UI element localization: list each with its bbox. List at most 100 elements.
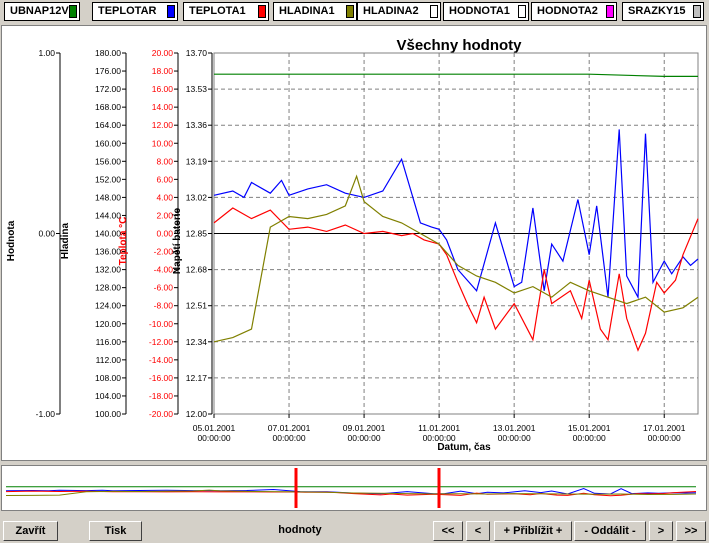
axis-tick-label: 20.00 [152, 48, 174, 58]
tab-teplota1[interactable]: TEPLOTA1 [183, 2, 269, 21]
axis-tick-label: 140.00 [95, 229, 121, 239]
next-button[interactable]: > [649, 521, 673, 541]
axis-tick-label: 16.00 [152, 84, 174, 94]
x-tick-label: 00:00:00 [498, 433, 531, 443]
prev-button[interactable]: < [466, 521, 490, 541]
axis-tick-label: 12.85 [186, 229, 208, 239]
x-tick-label: 09.01.2001 [343, 423, 386, 433]
overview-strip[interactable] [1, 465, 707, 511]
x-tick-label: 05.01.2001 [193, 423, 236, 433]
axis-tick-label: 108.00 [95, 373, 121, 383]
axis-tick-label: 12.00 [186, 409, 208, 419]
axis-tick-label: -18.00 [149, 391, 173, 401]
axis-tick-label: 13.19 [186, 156, 208, 166]
axis-tick-label: -20.00 [149, 409, 173, 419]
series-color-swatch [167, 5, 175, 18]
series-color-swatch [69, 5, 77, 18]
series-color-swatch [258, 5, 266, 18]
x-tick-label: 00:00:00 [648, 433, 681, 443]
axis-tick-label: 0.00 [38, 229, 55, 239]
series-tab-bar: UBNAP12V TEPLOTAR TEPLOTA1 HLADINA1 HLAD… [0, 0, 709, 26]
chart-title: Všechny hodnoty [396, 37, 522, 54]
tab-ubnap12v[interactable]: UBNAP12V [4, 2, 80, 21]
overview-chart[interactable] [2, 466, 706, 510]
zoom-out-button[interactable]: - Oddálit - [574, 521, 646, 541]
series-color-swatch [430, 5, 438, 18]
x-tick-label: 00:00:00 [272, 433, 305, 443]
x-tick-label: 00:00:00 [197, 433, 230, 443]
axis-tick-label: 100.00 [95, 409, 121, 419]
series-color-swatch [693, 5, 701, 18]
axis-label: Teplota °C [118, 217, 129, 266]
tab-label: HODNOTA1 [449, 5, 510, 17]
last-button[interactable]: >> [676, 521, 706, 541]
series-line-teplotar [213, 129, 699, 300]
series-color-swatch [518, 5, 526, 18]
series-color-swatch [606, 5, 614, 18]
axis-tick-label: -2.00 [154, 247, 174, 257]
axis-tick-label: 136.00 [95, 247, 121, 257]
axis-tick-label: -8.00 [154, 301, 174, 311]
axis-tick-label: 10.00 [152, 138, 174, 148]
axis-tick-label: 168.00 [95, 102, 121, 112]
axis-tick-label: 152.00 [95, 174, 121, 184]
axis-tick-label: -4.00 [154, 265, 174, 275]
x-tick-label: 00:00:00 [423, 433, 456, 443]
axis-tick-label: 6.00 [156, 174, 173, 184]
line-chart[interactable]: Všechny hodnoty 1.00 0.00 -1.00 Hodnota 180.… [2, 26, 706, 460]
axis-tick-label: 0.00 [156, 229, 173, 239]
axis-tick-label: -1.00 [36, 409, 56, 419]
axis-tick-label: 13.36 [186, 120, 208, 130]
axis-tick-label: 104.00 [95, 391, 121, 401]
axis-tick-label: 12.00 [152, 120, 174, 130]
axis-tick-label: 13.70 [186, 48, 208, 58]
axis-tick-label: -10.00 [149, 319, 173, 329]
series-line-ubnap12v [214, 73, 698, 78]
axis-tick-label: 4.00 [156, 192, 173, 202]
axis-tick-label: 112.00 [96, 355, 122, 365]
axis-tick-label: 180.00 [95, 48, 121, 58]
x-tick-label: 11.01.2001 [418, 423, 460, 433]
axis-label: Hodnota [6, 220, 17, 261]
axis-tick-label: 144.00 [95, 210, 121, 220]
tab-hladina2[interactable]: HLADINA2 [357, 2, 441, 21]
tab-label: TEPLOTAR [98, 5, 157, 17]
chart-name-label: hodnoty [278, 524, 322, 536]
tab-label: SRAZKY15 [628, 5, 686, 17]
tab-hodnota1[interactable]: HODNOTA1 [443, 2, 529, 21]
axis-tick-label: 132.00 [95, 265, 121, 275]
tab-srazky15[interactable]: SRAZKY15 [622, 2, 704, 21]
axis-tick-label: 12.68 [186, 265, 208, 275]
overview-series-teplota1 [5, 490, 697, 497]
axis-tick-label: 128.00 [95, 283, 121, 293]
series-color-swatch [346, 5, 354, 18]
axis-tick-label: -6.00 [154, 283, 174, 293]
x-tick-label: 13.01.2001 [493, 423, 536, 433]
axis-tick-label: -16.00 [149, 373, 173, 383]
tab-teplotar[interactable]: TEPLOTAR [92, 2, 178, 21]
tab-hladina1[interactable]: HLADINA1 [273, 2, 357, 21]
close-button[interactable]: Zavřít [3, 521, 58, 541]
tab-hodnota2[interactable]: HODNOTA2 [531, 2, 617, 21]
main-chart-panel: Všechny hodnoty 1.00 0.00 -1.00 Hodnota 180.… [1, 25, 707, 461]
x-tick-label: 07.01.2001 [268, 423, 311, 433]
axis-tick-label: 148.00 [95, 192, 121, 202]
axis-tick-label: 120.00 [95, 319, 121, 329]
axis-tick-label: 172.00 [95, 84, 121, 94]
chart-series [213, 73, 699, 352]
tab-label: UBNAP12V [10, 5, 69, 17]
tab-label: HODNOTA2 [537, 5, 598, 17]
axis-tick-label: 12.51 [186, 301, 208, 311]
first-button[interactable]: << [433, 521, 463, 541]
axis-tick-label: 2.00 [156, 210, 173, 220]
print-button[interactable]: Tisk [89, 521, 142, 541]
zoom-in-button[interactable]: + Přiblížit + [494, 521, 572, 541]
overview-series-hladina1 [5, 489, 697, 496]
axis-tick-label: 13.02 [186, 192, 208, 202]
axis-tick-label: 14.00 [152, 102, 174, 112]
axis-tick-label: 176.00 [95, 66, 121, 76]
x-tick-label: 17.01.2001 [643, 423, 686, 433]
axis-tick-label: 164.00 [95, 120, 121, 130]
axis-tick-label: 18.00 [152, 66, 174, 76]
x-tick-label: 00:00:00 [573, 433, 606, 443]
